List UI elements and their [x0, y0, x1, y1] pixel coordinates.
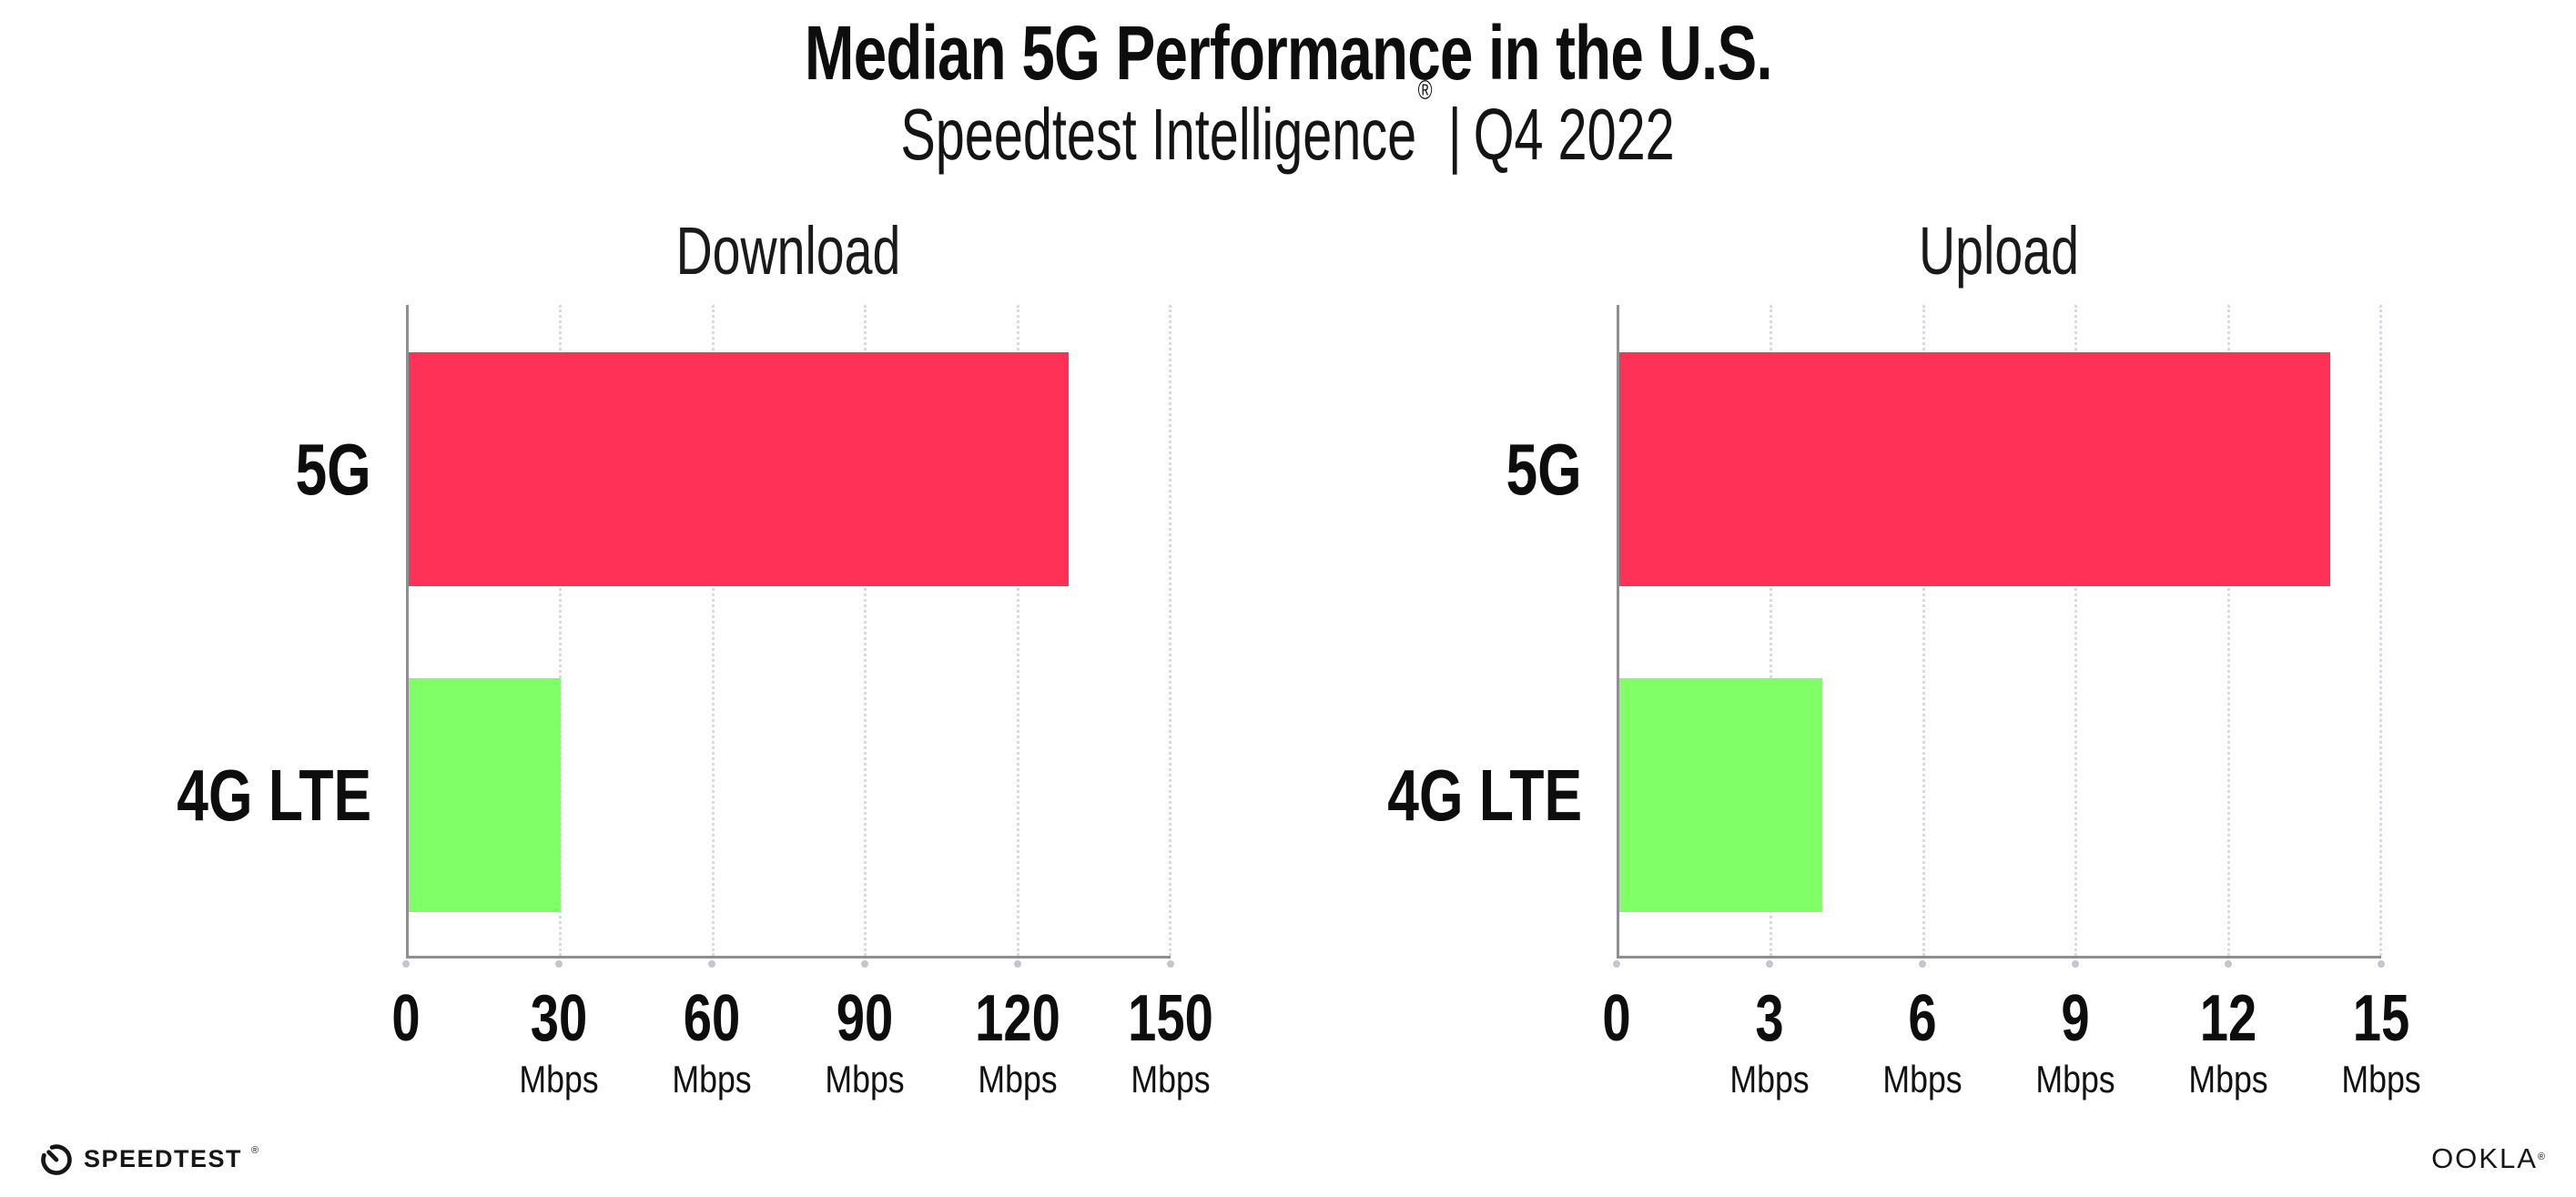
download-tick-mark-90 — [861, 960, 868, 968]
upload-gridline-12 — [2226, 305, 2230, 956]
ookla-registered-icon: ® — [2537, 1151, 2545, 1162]
upload-tick-label-15: 15 — [2352, 982, 2410, 1055]
download-tick-unit-30: Mbps — [519, 1058, 599, 1101]
subtitle-brand: Speedtest Intelligence — [900, 94, 1417, 175]
download-tick-label-150: 150 — [1128, 982, 1213, 1055]
upload-tick-label-12: 12 — [2199, 982, 2257, 1055]
ookla-logo: OOKLA ® — [2431, 1142, 2545, 1175]
upload-tick-label-3: 3 — [1755, 982, 1784, 1055]
page-title-text: Median 5G Performance in the U.S. — [804, 10, 1773, 96]
registered-trademark-icon: ® — [1418, 76, 1433, 107]
upload-tick-label-0: 0 — [1602, 982, 1631, 1055]
subtitle-separator: | — [1448, 94, 1463, 175]
download-tick-mark-150 — [1167, 960, 1174, 968]
download-gridline-150 — [1169, 305, 1171, 956]
upload-tick-mark-3 — [1766, 960, 1773, 968]
download-gridline-60 — [711, 305, 715, 956]
upload-gridline-15 — [2379, 305, 2382, 956]
download-gridline-30 — [559, 305, 563, 956]
download-category-label-4g-lte: 4G LTE — [177, 754, 371, 836]
upload-chart-title: Upload — [1919, 213, 2079, 289]
upload-tick-label-6: 6 — [1908, 982, 1937, 1055]
download-tick-unit-60: Mbps — [672, 1058, 752, 1101]
upload-category-label-5g: 5G — [1506, 428, 1582, 510]
speedtest-registered-icon: ® — [251, 1145, 259, 1156]
upload-gridline-9 — [2074, 305, 2078, 956]
upload-tick-unit-12: Mbps — [2188, 1058, 2268, 1101]
upload-tick-unit-3: Mbps — [1729, 1058, 1810, 1101]
page-subtitle: Speedtest Intelligence® | Q4 2022 — [0, 76, 2576, 175]
download-tick-mark-0 — [402, 960, 410, 968]
upload-bar-4g-lte — [1619, 678, 1823, 912]
upload-category-label-4g-lte: 4G LTE — [1387, 754, 1582, 836]
speedometer-gauge-icon — [38, 1141, 75, 1177]
download-tick-label-120: 120 — [975, 982, 1060, 1055]
upload-tick-mark-9 — [2072, 960, 2079, 968]
download-tick-mark-30 — [555, 960, 563, 968]
download-tick-mark-60 — [708, 960, 715, 968]
upload-plot-area — [1617, 305, 2382, 959]
upload-bar-5g — [1619, 352, 2331, 586]
ookla-wordmark: OOKLA — [2431, 1142, 2538, 1174]
speedtest-logo: SPEEDTEST ® — [38, 1141, 259, 1177]
upload-chart: Upload 5G 4G LTE 0 3 Mbps 6 Mbps 9 Mbps 12 Mbps 15 Mb… — [1387, 218, 2420, 1099]
download-category-label-5g: 5G — [295, 428, 371, 510]
download-bar-4g-lte — [409, 678, 562, 912]
upload-gridline-6 — [1922, 305, 1925, 956]
download-tick-unit-120: Mbps — [978, 1058, 1058, 1101]
upload-tick-unit-9: Mbps — [2035, 1058, 2115, 1101]
upload-tick-label-9: 9 — [2061, 982, 2090, 1055]
page-title: Median 5G Performance in the U.S. — [0, 13, 2576, 93]
download-gridline-120 — [1016, 305, 1019, 956]
upload-gridline-3 — [1770, 305, 1773, 956]
download-gridline-90 — [864, 305, 867, 956]
download-tick-label-60: 60 — [683, 982, 741, 1055]
upload-tick-unit-15: Mbps — [2341, 1058, 2421, 1101]
download-chart-title: Download — [675, 213, 901, 289]
download-tick-label-0: 0 — [391, 982, 421, 1055]
upload-tick-mark-12 — [2225, 960, 2232, 968]
download-tick-unit-150: Mbps — [1131, 1058, 1211, 1101]
download-tick-unit-90: Mbps — [825, 1058, 905, 1101]
download-tick-label-30: 30 — [530, 982, 588, 1055]
subtitle-period: Q4 2022 — [1474, 94, 1676, 175]
upload-tick-unit-6: Mbps — [1882, 1058, 1962, 1101]
speedtest-wordmark: SPEEDTEST — [84, 1144, 243, 1172]
download-bar-5g — [409, 352, 1070, 586]
upload-tick-mark-0 — [1613, 960, 1620, 968]
download-tick-label-90: 90 — [836, 982, 894, 1055]
download-tick-mark-120 — [1014, 960, 1021, 968]
upload-tick-mark-15 — [2378, 960, 2385, 968]
upload-tick-mark-6 — [1919, 960, 1926, 968]
download-plot-area — [406, 305, 1171, 959]
download-chart: Download 5G 4G LTE 0 30 Mbps 60 Mbps 90 Mbps 120 Mb… — [177, 218, 1213, 1099]
